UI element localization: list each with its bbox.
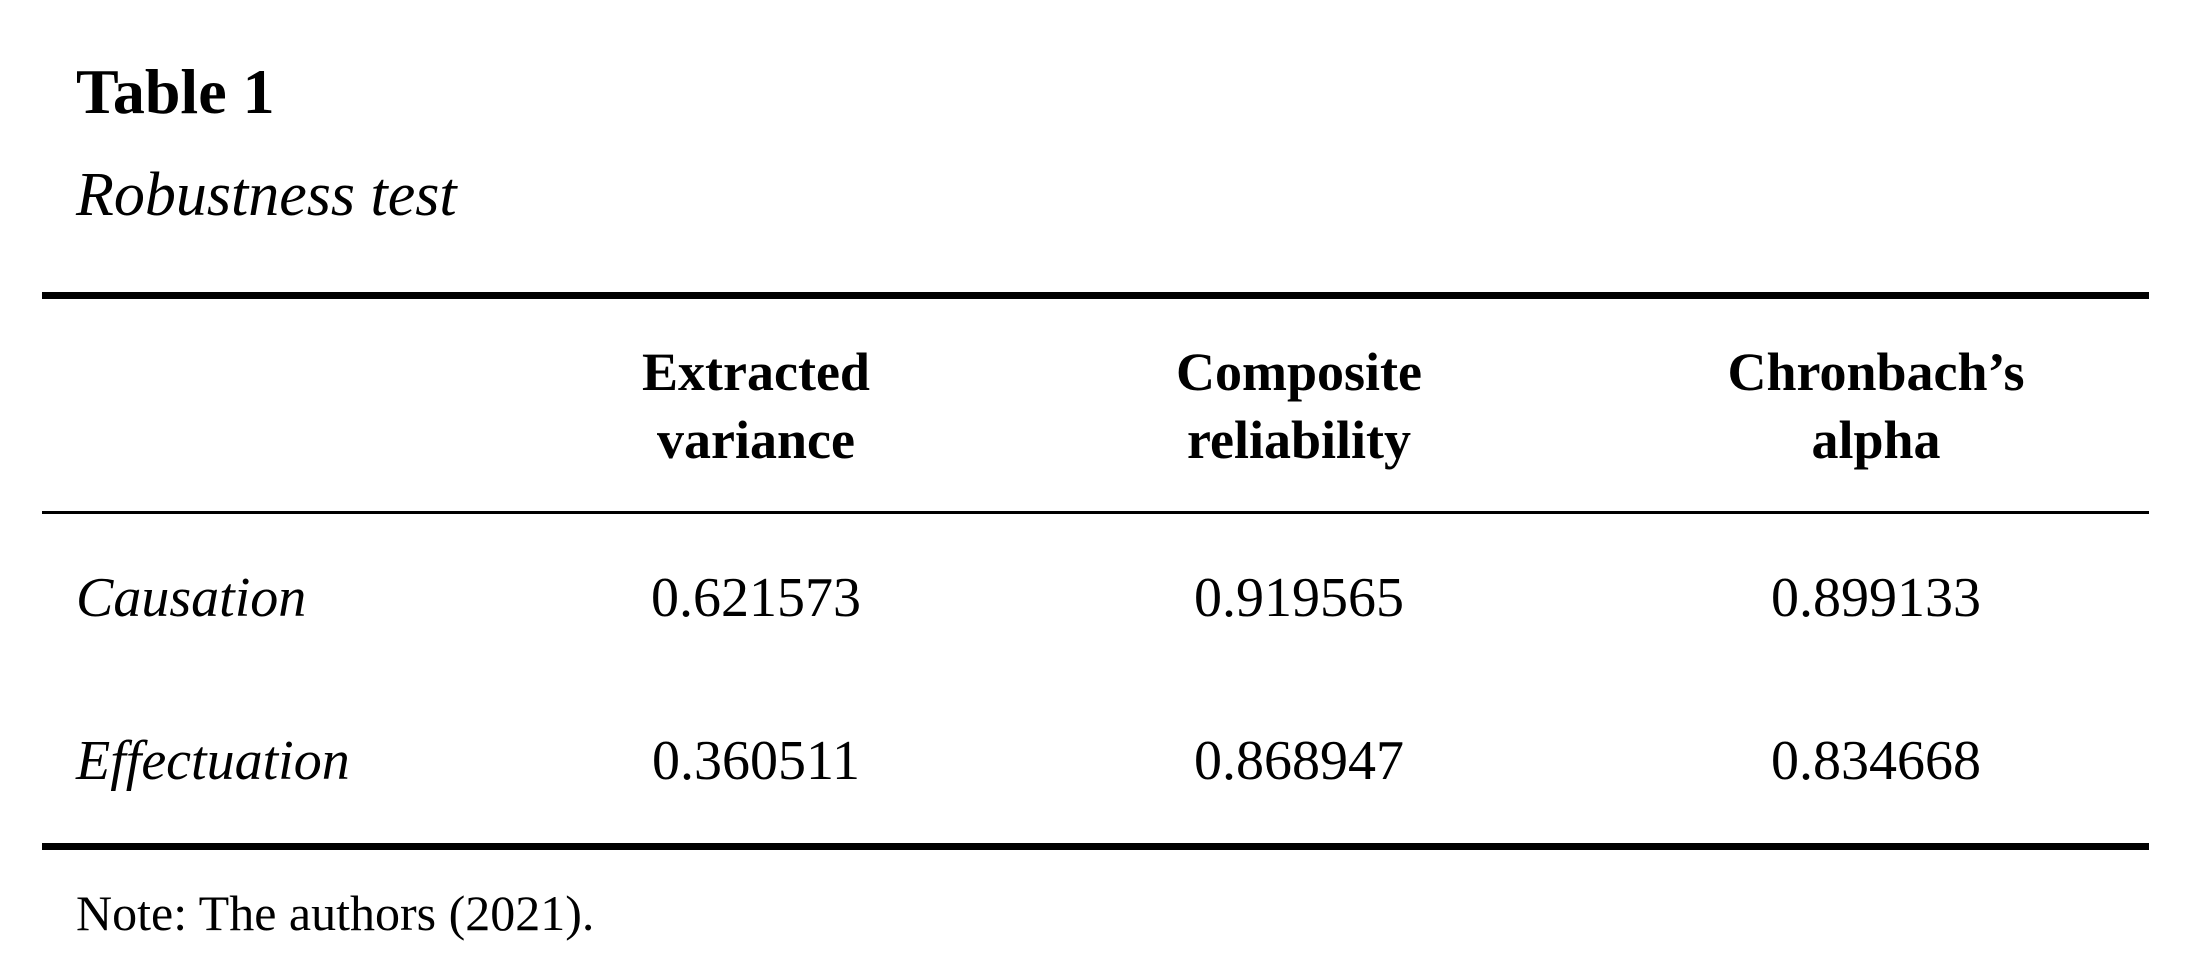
row-label: Effectuation: [76, 730, 350, 792]
table-subtitle: Robustness test: [76, 161, 457, 229]
column-header: Composite reliability: [1176, 342, 1422, 470]
cell-value: 0.834668: [1771, 730, 1981, 792]
table-note: Note: The authors (2021).: [76, 885, 595, 941]
column-header: Extracted variance: [642, 342, 870, 470]
bottom-rule: [42, 843, 2149, 850]
table-title: Table 1: [76, 56, 275, 127]
cell-value: 0.899133: [1771, 567, 1981, 629]
column-header: Chronbach’s alpha: [1727, 342, 2025, 470]
cell-value: 0.360511: [652, 730, 860, 792]
cell-value: 0.919565: [1194, 567, 1404, 629]
row-label: Causation: [76, 567, 307, 629]
cell-value: 0.868947: [1194, 730, 1404, 792]
header-rule: [42, 511, 2149, 514]
top-rule: [42, 292, 2149, 299]
cell-value: 0.621573: [651, 567, 861, 629]
